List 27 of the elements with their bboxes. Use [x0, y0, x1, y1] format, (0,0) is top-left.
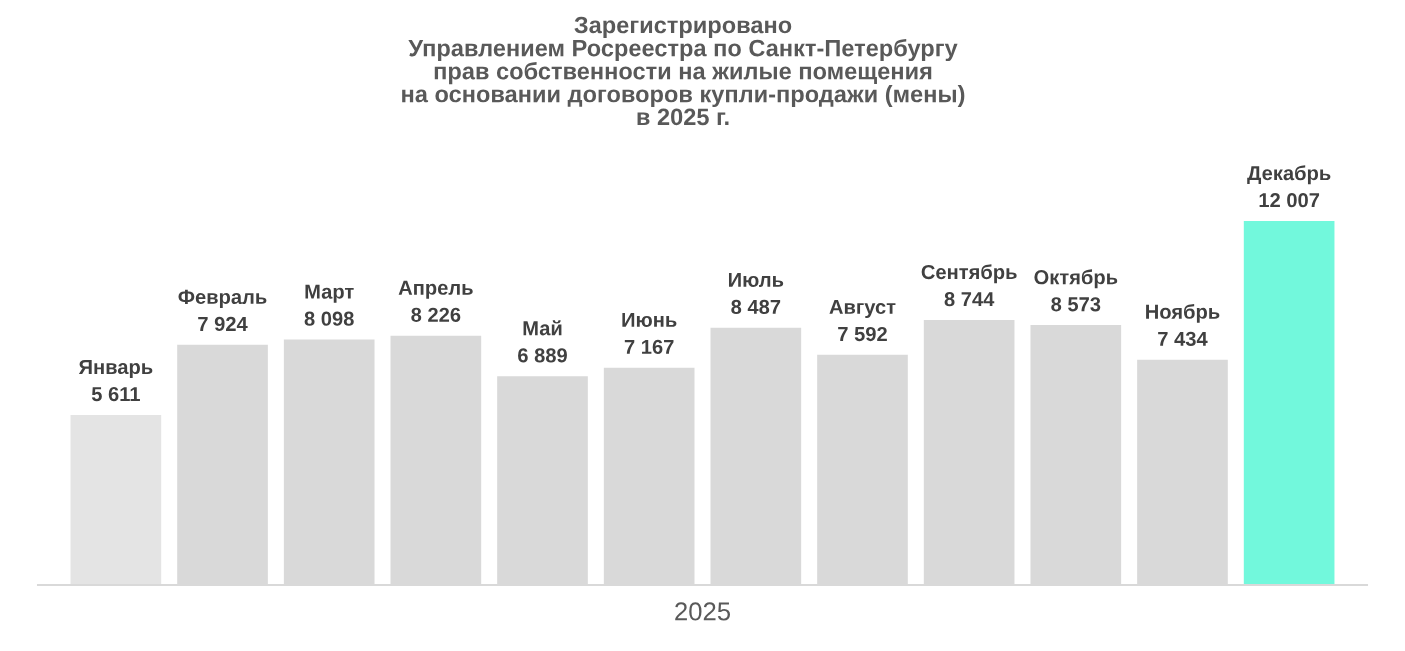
- bar: [1243, 221, 1335, 585]
- x-tick-label: Январь: [78, 360, 153, 379]
- x-tick-label: Март: [305, 284, 354, 303]
- x-tick-label: Апрель: [398, 280, 473, 299]
- data-label: 8 098: [304, 311, 354, 326]
- x-tick-label: Август: [829, 300, 896, 319]
- data-label: 7 592: [838, 326, 887, 342]
- data-label: 8 744: [944, 291, 995, 307]
- data-label: 12 007: [1259, 193, 1320, 208]
- x-tick-label: Февраль: [178, 289, 267, 308]
- data-label: 7 434: [1158, 331, 1208, 346]
- x-tick-label: Октябрь: [1034, 269, 1118, 289]
- x-axis-title: 2025: [675, 602, 731, 621]
- x-tick-label: Декабрь: [1247, 165, 1331, 185]
- x-tick-label: Июль: [729, 272, 784, 287]
- x-tick-label: Май: [523, 320, 562, 336]
- x-tick-label: Ноябрь: [1146, 303, 1220, 323]
- data-label: 8 226: [411, 307, 461, 322]
- data-label: 8 487: [731, 299, 781, 315]
- data-label: 7 167: [624, 339, 674, 355]
- x-tick-label: Июнь: [622, 312, 677, 327]
- data-label: 7 924: [198, 316, 248, 332]
- chart-title: Зарегистрировано Управлением Росреестра по Санкт-Петербургу прав собственности на жилые помещения на основании договоров купли-продажи (мены) в 2025 г.: [402, 16, 965, 126]
- data-label: 6 889: [518, 348, 567, 363]
- data-label: 5 611: [91, 386, 140, 402]
- x-tick-label: Сентябрь: [921, 264, 1017, 284]
- data-label: 8 573: [1051, 297, 1101, 312]
